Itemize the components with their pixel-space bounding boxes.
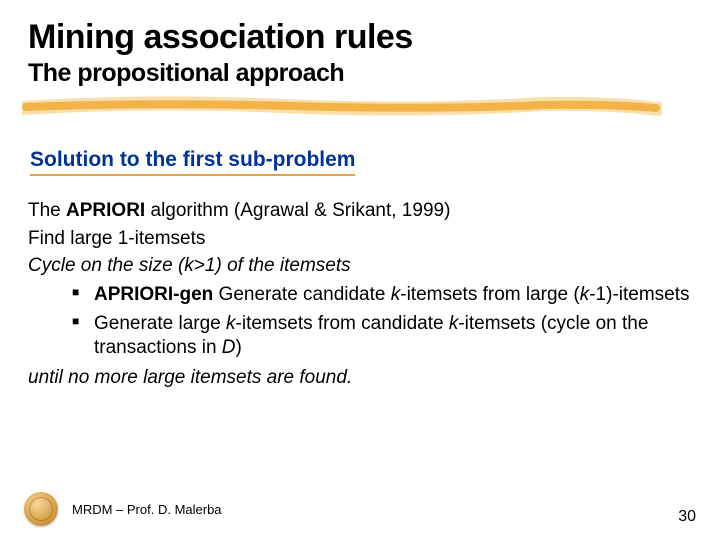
page-number: 30: [678, 508, 696, 526]
intro-line-2: Find large 1-itemsets: [28, 226, 692, 252]
var-k: k: [580, 284, 590, 305]
highlighter-underline: [22, 92, 662, 120]
text: algorithm (Agrawal & Srikant, 1999): [145, 200, 450, 221]
text: Generate candidate: [213, 284, 390, 305]
slide-subtitle: The propositional approach: [28, 59, 692, 88]
bullet-item-1: APRIORI-gen Generate candidate k-itemset…: [72, 283, 692, 308]
slide-footer: MRDM – Prof. D. Malerba 30: [24, 492, 696, 526]
cycle-line: Cycle on the size (k>1) of the itemsets: [28, 253, 692, 279]
apriori-gen-bold: APRIORI-gen: [94, 284, 213, 305]
body-content: The APRIORI algorithm (Agrawal & Srikant…: [28, 198, 692, 391]
seal-icon: [24, 492, 58, 526]
footer-left: MRDM – Prof. D. Malerba: [24, 492, 222, 526]
var-k: k: [226, 313, 236, 334]
text: Cycle on the size (: [28, 255, 184, 276]
text: -itemsets from large (: [400, 284, 579, 305]
bullet-item-2: Generate large k-itemsets from candidate…: [72, 312, 692, 361]
section-heading: Solution to the first sub-problem: [30, 148, 355, 176]
text: Generate large: [94, 313, 226, 334]
until-line: until no more large itemsets are found.: [28, 365, 692, 391]
slide-title: Mining association rules: [28, 18, 692, 57]
text: -1)-itemsets: [589, 284, 689, 305]
var-k: k: [391, 284, 401, 305]
var-k: k: [184, 255, 194, 276]
bullet-list: APRIORI-gen Generate candidate k-itemset…: [72, 283, 692, 361]
text: The: [28, 200, 66, 221]
intro-line-1: The APRIORI algorithm (Agrawal & Srikant…: [28, 198, 692, 224]
var-d: D: [222, 337, 236, 358]
var-k: k: [449, 313, 459, 334]
text: >1) of the itemsets: [194, 255, 351, 276]
footer-text: MRDM – Prof. D. Malerba: [72, 502, 222, 517]
apriori-bold: APRIORI: [66, 200, 145, 221]
text: ): [236, 337, 242, 358]
text: -itemsets from candidate: [236, 313, 449, 334]
